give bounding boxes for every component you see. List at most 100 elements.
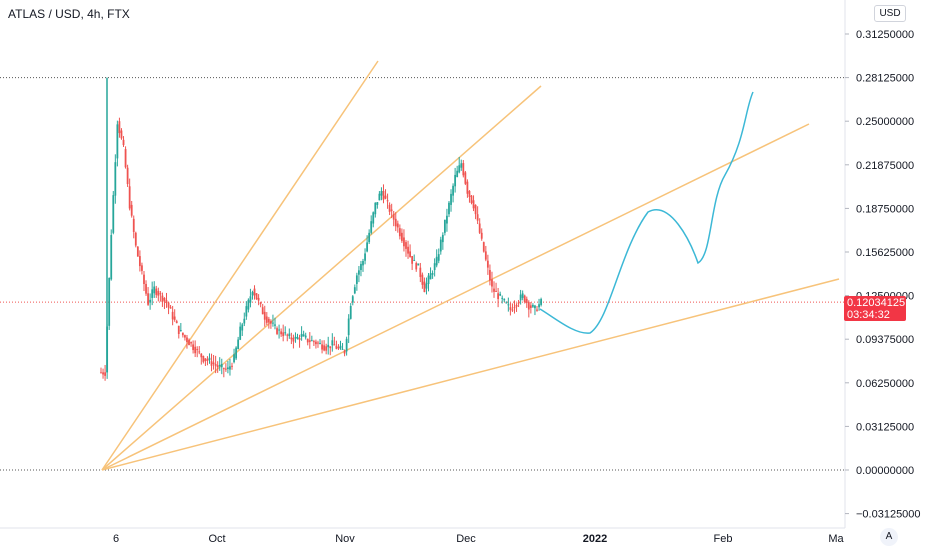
candle-body xyxy=(231,365,233,367)
candle-body xyxy=(337,347,340,349)
candle-body xyxy=(382,190,385,200)
price-tick-label: 0.21875000 xyxy=(856,160,914,172)
last-price-label: 0.12034125 03:34:32 xyxy=(844,296,906,321)
candle-body xyxy=(484,251,487,260)
candle-body xyxy=(460,163,463,168)
candle-body xyxy=(249,296,252,303)
candle-body xyxy=(261,307,264,315)
candle-body xyxy=(401,232,403,241)
candle-body xyxy=(478,223,481,233)
candle-body xyxy=(333,344,336,346)
candle-body xyxy=(398,228,401,237)
candle-body xyxy=(513,307,516,309)
candle-body xyxy=(132,218,135,232)
candle-body xyxy=(378,193,381,201)
candle-body xyxy=(280,331,283,335)
candle-body xyxy=(233,354,235,363)
candle-body xyxy=(472,200,475,209)
candle-body xyxy=(243,318,246,324)
candle-body xyxy=(360,263,362,271)
candle-body xyxy=(415,263,418,270)
candle-body xyxy=(321,344,323,350)
candle-body xyxy=(134,232,137,246)
candle-body xyxy=(284,332,287,334)
candle-body xyxy=(480,232,483,239)
candle-body xyxy=(192,344,195,351)
candle-body xyxy=(184,335,186,338)
candle-body xyxy=(224,368,227,370)
candle-body xyxy=(538,304,540,308)
fan-line xyxy=(101,123,810,471)
candle-body xyxy=(171,311,174,320)
candle-body xyxy=(366,242,369,252)
candle-body xyxy=(386,200,389,202)
candle-body xyxy=(343,350,346,354)
candle-body xyxy=(462,163,465,176)
candle-body xyxy=(167,302,170,308)
candle-body xyxy=(409,251,411,257)
candle-body xyxy=(525,298,528,303)
candle-body xyxy=(384,195,387,199)
candle-body xyxy=(374,202,377,215)
candle-body xyxy=(362,261,364,266)
candle-body xyxy=(464,172,467,184)
candle-body xyxy=(200,353,203,358)
currency-button[interactable]: USD xyxy=(874,5,906,22)
candle-body xyxy=(521,293,524,298)
candle-body xyxy=(173,316,176,320)
candle-body xyxy=(441,234,444,243)
candle-body xyxy=(138,256,141,267)
candle-body xyxy=(282,332,285,337)
candle-body xyxy=(482,242,485,252)
candle-body xyxy=(394,218,397,227)
candle-body xyxy=(503,299,506,301)
candle-body xyxy=(312,341,315,343)
projection-curve xyxy=(539,91,754,334)
price-tick-label: 0.09375000 xyxy=(856,334,914,346)
candle-body xyxy=(306,338,309,343)
candle-body xyxy=(227,367,229,370)
candle-body xyxy=(450,193,452,205)
price-tick-label: 0.25000000 xyxy=(856,116,914,128)
candle-body xyxy=(222,368,225,370)
candle-body xyxy=(278,329,280,331)
symbol-title[interactable]: ATLAS / USD, 4h, FTX xyxy=(8,7,130,21)
candle-body xyxy=(364,253,366,261)
candle-body xyxy=(349,306,352,319)
candle-body xyxy=(118,121,121,134)
price-tick-label: 0.06250000 xyxy=(856,378,914,390)
candle-body xyxy=(114,162,117,196)
candle-body xyxy=(456,170,459,178)
candle-body xyxy=(220,364,223,368)
candle-body xyxy=(476,214,479,221)
candle-body xyxy=(448,202,450,215)
candle-body xyxy=(509,307,512,310)
candle-body xyxy=(474,204,477,215)
candle-body xyxy=(141,265,143,271)
candle-body xyxy=(403,237,405,247)
candle-body xyxy=(376,202,379,205)
candle-body xyxy=(229,366,231,370)
candle-body xyxy=(151,289,154,298)
candle-body xyxy=(108,278,111,326)
time-label: Oct xyxy=(208,533,225,545)
candle-body xyxy=(523,295,526,303)
fan-line xyxy=(101,278,840,471)
candle-body xyxy=(265,316,268,323)
candle-body xyxy=(433,263,436,271)
candle-body xyxy=(206,359,209,361)
time-label: Ma xyxy=(828,533,844,545)
auto-scale-button[interactable]: A xyxy=(880,528,898,546)
candle-body xyxy=(431,273,434,275)
candle-body xyxy=(353,287,356,294)
candle-body xyxy=(392,214,395,220)
candle-body xyxy=(251,292,254,296)
candle-body xyxy=(272,322,274,324)
candle-body xyxy=(427,275,430,284)
time-label: Nov xyxy=(335,533,355,545)
candle-body xyxy=(470,195,473,203)
candle-body xyxy=(296,336,299,339)
candle-body xyxy=(331,340,334,346)
candle-body xyxy=(493,288,495,292)
